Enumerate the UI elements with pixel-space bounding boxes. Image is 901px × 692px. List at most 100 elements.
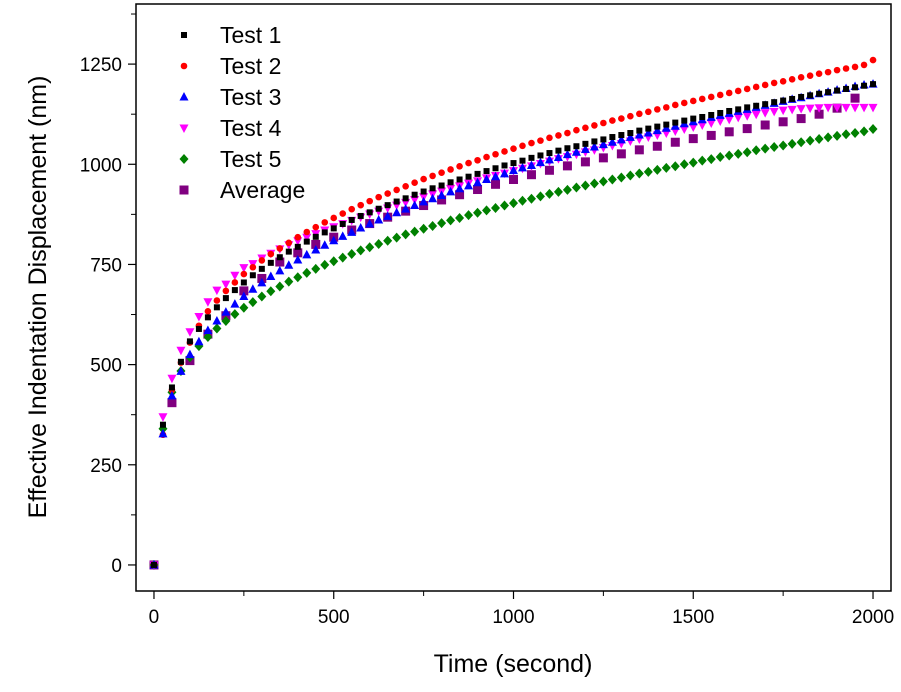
x-tick-label: 0 [149, 607, 160, 628]
data-point [167, 374, 177, 384]
data-point [600, 136, 607, 143]
data-point [150, 561, 157, 568]
data-point [743, 85, 751, 93]
data-point [312, 233, 319, 240]
data-point [384, 190, 391, 197]
data-point [276, 245, 284, 252]
data-point [365, 218, 375, 228]
data-point [474, 156, 481, 164]
data-point [526, 193, 536, 204]
data-point [303, 238, 310, 245]
data-point [645, 108, 652, 116]
data-point [798, 93, 805, 100]
data-point [429, 172, 436, 180]
data-point [573, 126, 580, 134]
data-point [509, 174, 518, 184]
data-point [509, 198, 518, 209]
data-point [339, 210, 347, 217]
data-point [293, 255, 303, 264]
data-point [672, 119, 679, 126]
data-point [589, 142, 599, 151]
data-point [796, 137, 806, 148]
legend-marker [179, 124, 189, 133]
data-point [823, 103, 833, 113]
data-point [302, 249, 312, 259]
data-point [491, 202, 501, 213]
data-point [392, 232, 402, 243]
data-point [410, 200, 420, 210]
data-point [805, 135, 815, 146]
data-point [330, 214, 338, 222]
data-point [158, 413, 168, 422]
data-point [796, 114, 806, 124]
data-point [483, 168, 490, 175]
data-point [519, 157, 526, 164]
data-point [455, 190, 465, 200]
data-point [320, 240, 330, 249]
data-point [760, 143, 770, 154]
data-point [167, 398, 177, 408]
data-point [634, 168, 644, 179]
data-point [203, 298, 213, 307]
data-point [239, 291, 249, 300]
data-point [868, 103, 878, 113]
data-point [420, 175, 427, 183]
data-point [706, 119, 716, 129]
data-point [366, 197, 373, 205]
data-point [329, 235, 339, 245]
data-point [374, 239, 384, 250]
data-point [419, 201, 429, 211]
data-point [384, 202, 391, 209]
data-point [841, 103, 851, 113]
data-point [724, 127, 734, 137]
data-point [778, 140, 788, 151]
data-point [589, 178, 599, 189]
data-point [501, 148, 508, 155]
data-point [203, 331, 213, 342]
data-point [546, 134, 553, 142]
data-point [562, 184, 572, 195]
data-point [814, 134, 824, 145]
data-point [437, 190, 447, 200]
data-point [715, 152, 725, 163]
data-point [410, 196, 420, 205]
data-point [742, 124, 752, 134]
data-point [357, 201, 365, 209]
data-point [852, 84, 859, 91]
data-point [474, 170, 481, 177]
data-point [420, 188, 427, 195]
data-point [832, 130, 842, 141]
data-point [321, 219, 329, 226]
data-point [861, 82, 868, 89]
data-point [356, 245, 366, 256]
data-point [248, 284, 258, 293]
data-point [321, 229, 328, 236]
axis-tick-labels: 0 500 1000 1500 2000 0 250 500 750 1000 1250 [80, 55, 894, 628]
data-point [275, 257, 285, 267]
data-point [411, 179, 418, 187]
data-point [455, 183, 465, 193]
data-point [580, 180, 590, 191]
data-point [402, 183, 409, 190]
data-point [176, 346, 186, 356]
series-test-5 [149, 124, 878, 570]
data-point [789, 95, 796, 102]
data-point [456, 176, 463, 183]
data-point [671, 101, 679, 109]
data-point [841, 129, 851, 140]
data-point [797, 74, 805, 81]
data-point [825, 89, 832, 96]
data-point [482, 174, 492, 183]
data-point [870, 81, 877, 88]
data-point [591, 122, 598, 129]
data-point [357, 212, 364, 219]
data-point [221, 307, 231, 316]
data-point [670, 161, 680, 172]
data-point [859, 103, 869, 113]
data-point [726, 107, 733, 114]
data-point [690, 115, 697, 122]
data-point [348, 216, 355, 223]
data-point [240, 270, 248, 278]
data-point [438, 182, 445, 189]
data-point [230, 299, 240, 308]
